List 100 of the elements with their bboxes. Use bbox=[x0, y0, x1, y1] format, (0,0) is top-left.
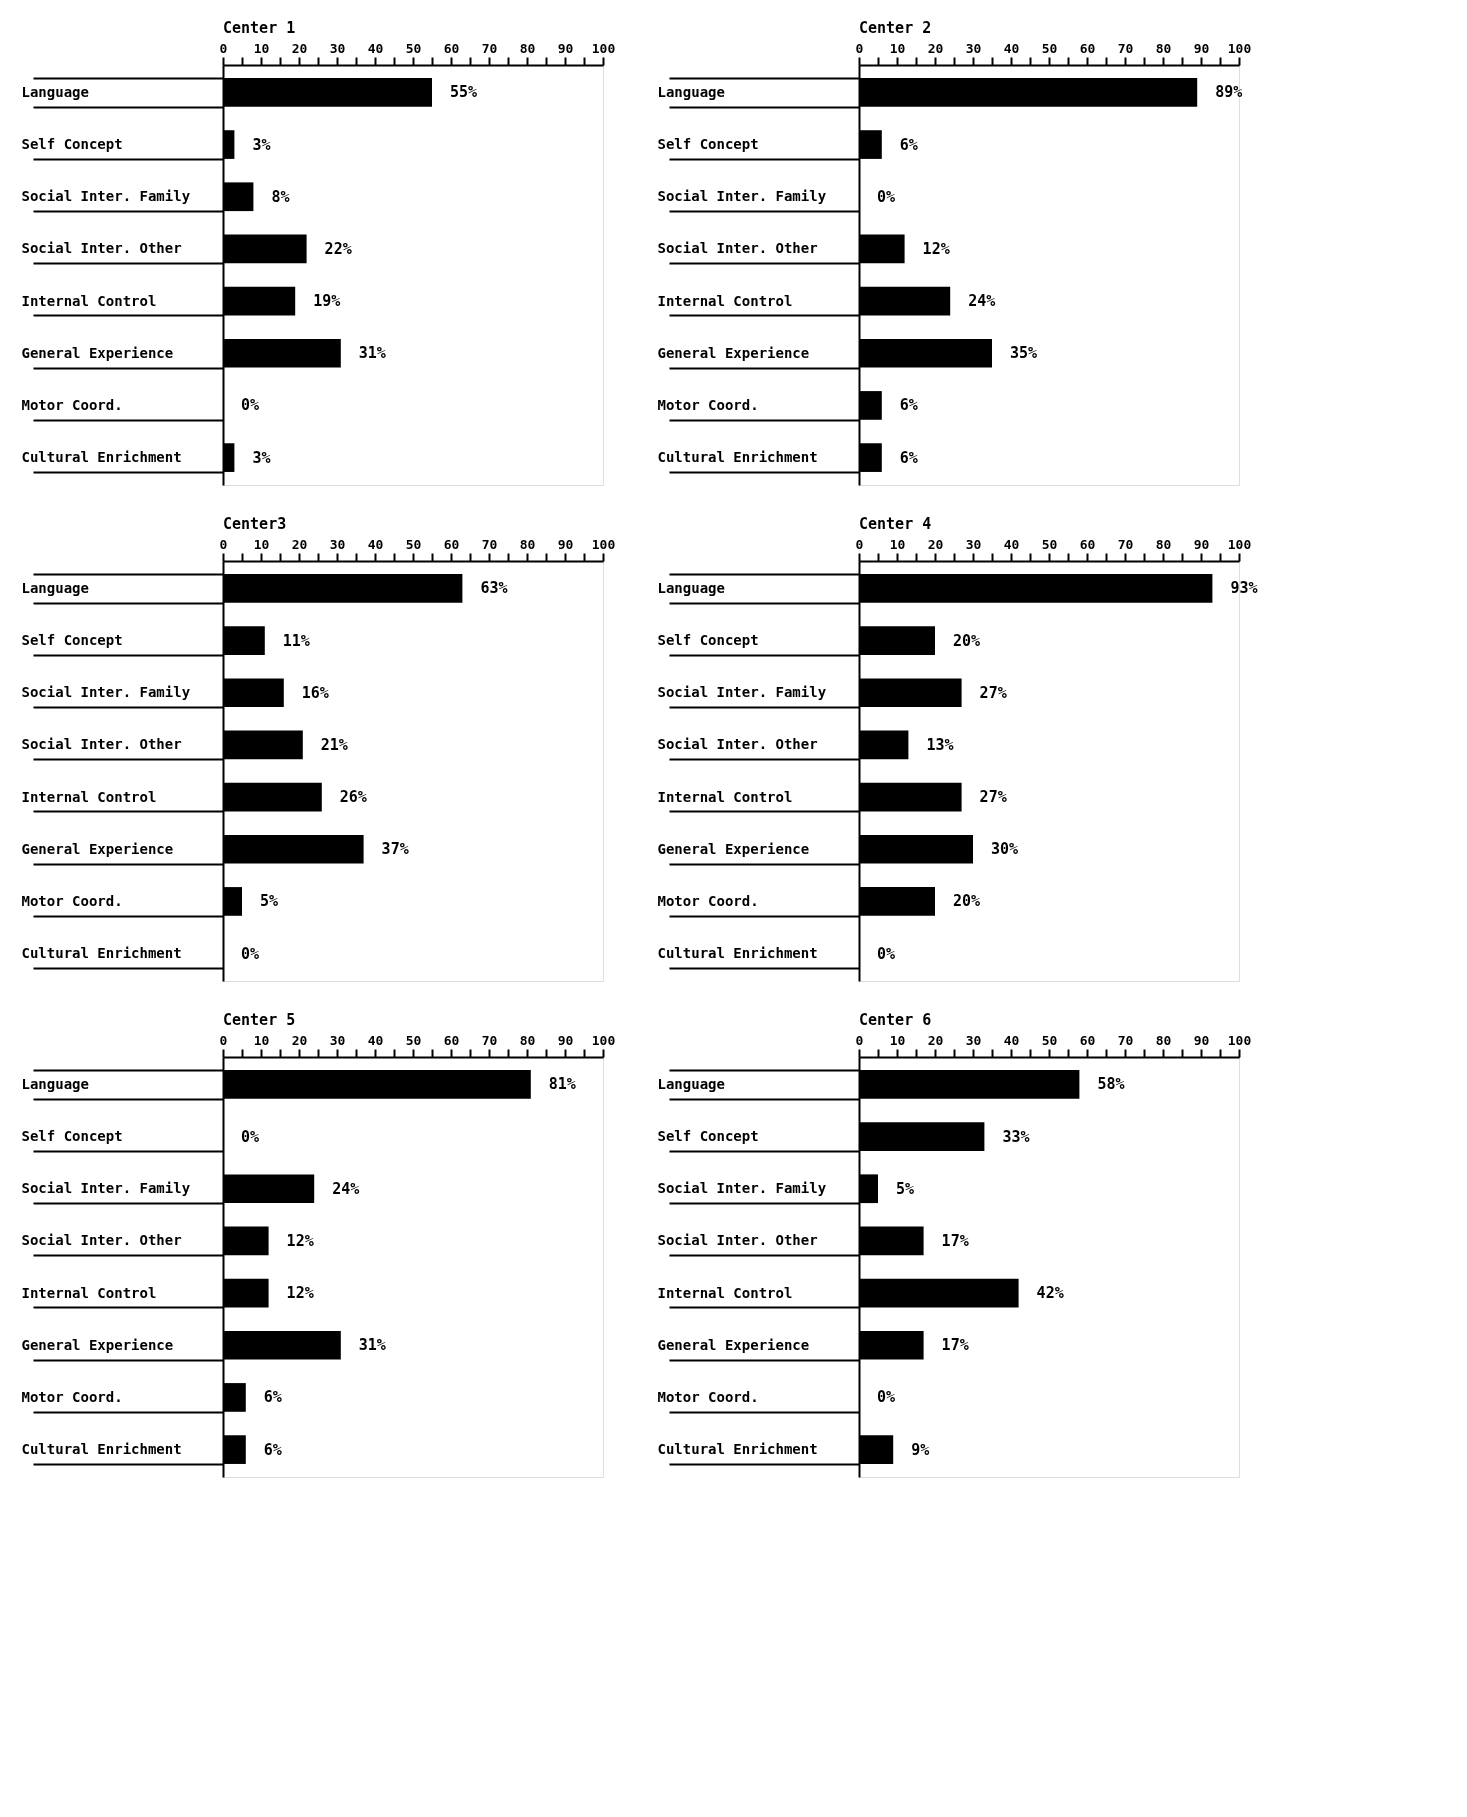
y-tick-label: Self Concept bbox=[21, 1128, 123, 1145]
x-tick-label: 50 bbox=[405, 1032, 422, 1048]
data-label: 9% bbox=[911, 1440, 930, 1459]
x-tick-label: 0 bbox=[855, 1032, 864, 1048]
data-label: 31% bbox=[358, 344, 386, 363]
data-label: 27% bbox=[979, 788, 1007, 807]
chart-title: Center3 bbox=[223, 515, 287, 533]
data-label: 5% bbox=[896, 1179, 915, 1198]
x-tick-label: 0 bbox=[219, 1032, 228, 1048]
x-tick-label: 10 bbox=[253, 40, 270, 56]
x-tick-label: 80 bbox=[519, 40, 536, 56]
data-label: 26% bbox=[339, 788, 367, 807]
x-tick-label: 100 bbox=[591, 40, 616, 56]
data-label: 89% bbox=[1215, 83, 1243, 102]
data-label: 58% bbox=[1097, 1075, 1125, 1094]
data-label: 35% bbox=[1010, 344, 1038, 363]
y-tick-label: Self Concept bbox=[657, 136, 759, 153]
data-label: 5% bbox=[260, 892, 279, 911]
x-tick-label: 50 bbox=[1041, 536, 1058, 552]
data-label: 0% bbox=[241, 396, 260, 415]
x-tick-label: 10 bbox=[253, 1032, 270, 1048]
x-tick-label: 60 bbox=[443, 1032, 460, 1048]
x-tick-label: 10 bbox=[253, 536, 270, 552]
x-tick-label: 50 bbox=[405, 40, 422, 56]
y-tick-label: Cultural Enrichment bbox=[21, 1441, 182, 1458]
data-label: 20% bbox=[953, 631, 981, 650]
x-tick-label: 20 bbox=[291, 536, 308, 552]
y-tick-label: Internal Control bbox=[21, 292, 157, 309]
x-tick-label: 20 bbox=[291, 40, 308, 56]
chart-title: Center 1 bbox=[223, 19, 296, 37]
x-tick-label: 90 bbox=[557, 40, 574, 56]
x-tick-label: 40 bbox=[1003, 1032, 1020, 1048]
x-tick-label: 40 bbox=[367, 40, 384, 56]
x-tick-label: 10 bbox=[889, 536, 906, 552]
y-tick-label: Social Inter. Other bbox=[21, 240, 182, 257]
y-tick-label: Motor Coord. bbox=[21, 1388, 123, 1405]
y-tick-label: Motor Coord. bbox=[657, 396, 759, 413]
y-tick-label: Social Inter. Other bbox=[657, 240, 818, 257]
x-tick-label: 0 bbox=[855, 40, 864, 56]
y-tick-label: Motor Coord. bbox=[21, 396, 123, 413]
x-tick-label: 80 bbox=[1155, 536, 1172, 552]
y-tick-label: General Experience bbox=[657, 840, 810, 857]
chart-title: Center 4 bbox=[859, 515, 932, 533]
y-tick-label: Language bbox=[21, 83, 89, 100]
data-label: 12% bbox=[922, 239, 950, 258]
x-tick-label: 90 bbox=[557, 1032, 574, 1048]
x-tick-label: 30 bbox=[329, 40, 346, 56]
y-tick-label: Language bbox=[21, 1075, 89, 1092]
x-tick-label: 40 bbox=[367, 536, 384, 552]
y-tick-label: General Experience bbox=[21, 344, 174, 361]
y-tick-label: Cultural Enrichment bbox=[657, 1441, 818, 1458]
x-tick-label: 60 bbox=[443, 40, 460, 56]
x-tick-label: 80 bbox=[1155, 1032, 1172, 1048]
x-tick-label: 30 bbox=[965, 536, 982, 552]
x-tick-label: 20 bbox=[927, 536, 944, 552]
x-tick-label: 20 bbox=[927, 40, 944, 56]
y-tick-label: Motor Coord. bbox=[657, 1388, 759, 1405]
y-tick-label: Cultural Enrichment bbox=[21, 449, 182, 466]
data-label: 6% bbox=[263, 1388, 282, 1407]
y-tick-label: Motor Coord. bbox=[657, 892, 759, 909]
x-tick-label: 90 bbox=[1193, 40, 1210, 56]
x-tick-label: 30 bbox=[329, 1032, 346, 1048]
x-tick-label: 10 bbox=[889, 40, 906, 56]
data-label: 63% bbox=[480, 579, 508, 598]
data-label: 93% bbox=[1230, 579, 1258, 598]
y-tick-label: General Experience bbox=[21, 1336, 174, 1353]
x-tick-label: 100 bbox=[591, 536, 616, 552]
x-tick-label: 60 bbox=[1079, 40, 1096, 56]
data-label: 0% bbox=[241, 944, 260, 963]
y-tick-label: Internal Control bbox=[657, 1284, 793, 1301]
data-label: 19% bbox=[313, 292, 341, 311]
y-tick-label: Social Inter. Family bbox=[21, 188, 191, 205]
data-label: 17% bbox=[941, 1336, 969, 1355]
y-tick-label: Internal Control bbox=[657, 788, 793, 805]
x-tick-label: 30 bbox=[965, 40, 982, 56]
x-tick-label: 0 bbox=[219, 536, 228, 552]
data-label: 12% bbox=[286, 1231, 314, 1250]
x-tick-label: 90 bbox=[1193, 536, 1210, 552]
y-tick-label: Social Inter. Family bbox=[21, 1180, 191, 1197]
y-tick-label: Cultural Enrichment bbox=[657, 449, 818, 466]
y-tick-label: Self Concept bbox=[657, 632, 759, 649]
data-label: 0% bbox=[877, 187, 896, 206]
data-label: 81% bbox=[548, 1075, 576, 1094]
y-tick-label: Social Inter. Family bbox=[657, 1180, 827, 1197]
data-label: 6% bbox=[899, 448, 918, 467]
x-tick-label: 70 bbox=[481, 40, 498, 56]
x-tick-label: 40 bbox=[367, 1032, 384, 1048]
x-tick-label: 100 bbox=[1227, 536, 1252, 552]
data-label: 24% bbox=[968, 292, 996, 311]
data-label: 20% bbox=[953, 892, 981, 911]
y-tick-label: General Experience bbox=[21, 840, 174, 857]
chart-title: Center 2 bbox=[859, 19, 932, 37]
x-tick-label: 70 bbox=[1117, 536, 1134, 552]
x-tick-label: 80 bbox=[1155, 40, 1172, 56]
data-label: 21% bbox=[320, 735, 348, 754]
y-tick-label: Social Inter. Other bbox=[657, 1232, 818, 1249]
x-tick-label: 30 bbox=[965, 1032, 982, 1048]
x-tick-label: 30 bbox=[329, 536, 346, 552]
y-tick-label: Motor Coord. bbox=[21, 892, 123, 909]
y-tick-label: Language bbox=[21, 579, 89, 596]
